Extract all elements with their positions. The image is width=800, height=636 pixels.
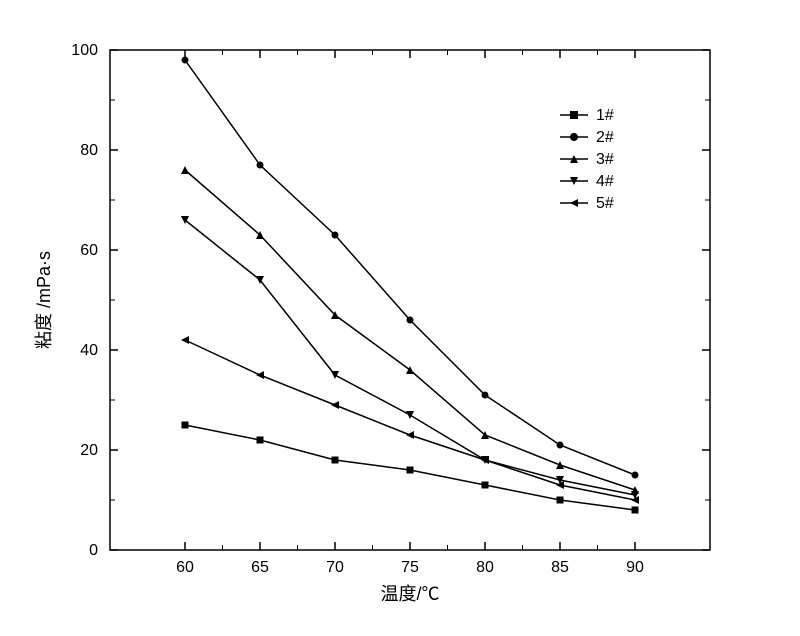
series-marker-2# <box>332 232 339 239</box>
series-line-3# <box>185 170 635 490</box>
series-marker-2# <box>257 162 264 169</box>
svg-text:75: 75 <box>401 559 419 576</box>
series-marker-3# <box>556 461 564 469</box>
viscosity-chart: 60 65 70 75 80 85 90 0 20 40 60 80 100 温度/℃ 粘度 /mPa·s 1… <box>0 0 800 636</box>
series-marker-1# <box>257 437 264 444</box>
series-marker-5# <box>181 336 189 344</box>
x-axis-title: 温度/℃ <box>380 584 439 604</box>
svg-text:100: 100 <box>71 42 98 59</box>
svg-text:60: 60 <box>176 559 194 576</box>
legend-label-4#: 4# <box>596 173 614 190</box>
series-marker-2# <box>632 472 639 479</box>
series-marker-5# <box>406 431 414 439</box>
series-marker-5# <box>331 401 339 409</box>
svg-text:0: 0 <box>89 542 98 559</box>
svg-text:20: 20 <box>80 442 98 459</box>
series-marker-3# <box>181 166 189 174</box>
legend-label-2#: 2# <box>596 129 614 146</box>
legend-marker-1# <box>570 111 578 119</box>
series-marker-4# <box>406 411 414 419</box>
series-marker-2# <box>407 317 414 324</box>
series-marker-1# <box>482 482 489 489</box>
series-marker-2# <box>182 57 189 64</box>
svg-text:40: 40 <box>80 342 98 359</box>
legend-marker-2# <box>570 133 578 141</box>
legend-label-1#: 1# <box>596 107 614 124</box>
series-marker-1# <box>332 457 339 464</box>
legend-marker-5# <box>570 199 578 207</box>
series-marker-5# <box>256 371 264 379</box>
legend-label-5#: 5# <box>596 195 614 212</box>
series-line-5# <box>185 340 635 500</box>
svg-text:80: 80 <box>476 559 494 576</box>
series-marker-1# <box>407 467 414 474</box>
series-marker-1# <box>182 422 189 429</box>
chart-container: 60 65 70 75 80 85 90 0 20 40 60 80 100 温度/℃ 粘度 /mPa·s 1… <box>0 0 800 636</box>
svg-text:70: 70 <box>326 559 344 576</box>
series-marker-1# <box>632 507 639 514</box>
svg-text:90: 90 <box>626 559 644 576</box>
svg-text:85: 85 <box>551 559 569 576</box>
series-marker-2# <box>557 442 564 449</box>
series-marker-2# <box>482 392 489 399</box>
svg-text:65: 65 <box>251 559 269 576</box>
svg-text:60: 60 <box>80 242 98 259</box>
legend-label-3#: 3# <box>596 151 614 168</box>
y-axis-title: 粘度 /mPa·s <box>34 251 54 349</box>
svg-text:80: 80 <box>80 142 98 159</box>
series-marker-1# <box>557 497 564 504</box>
series-line-4# <box>185 220 635 495</box>
series-marker-4# <box>331 371 339 379</box>
